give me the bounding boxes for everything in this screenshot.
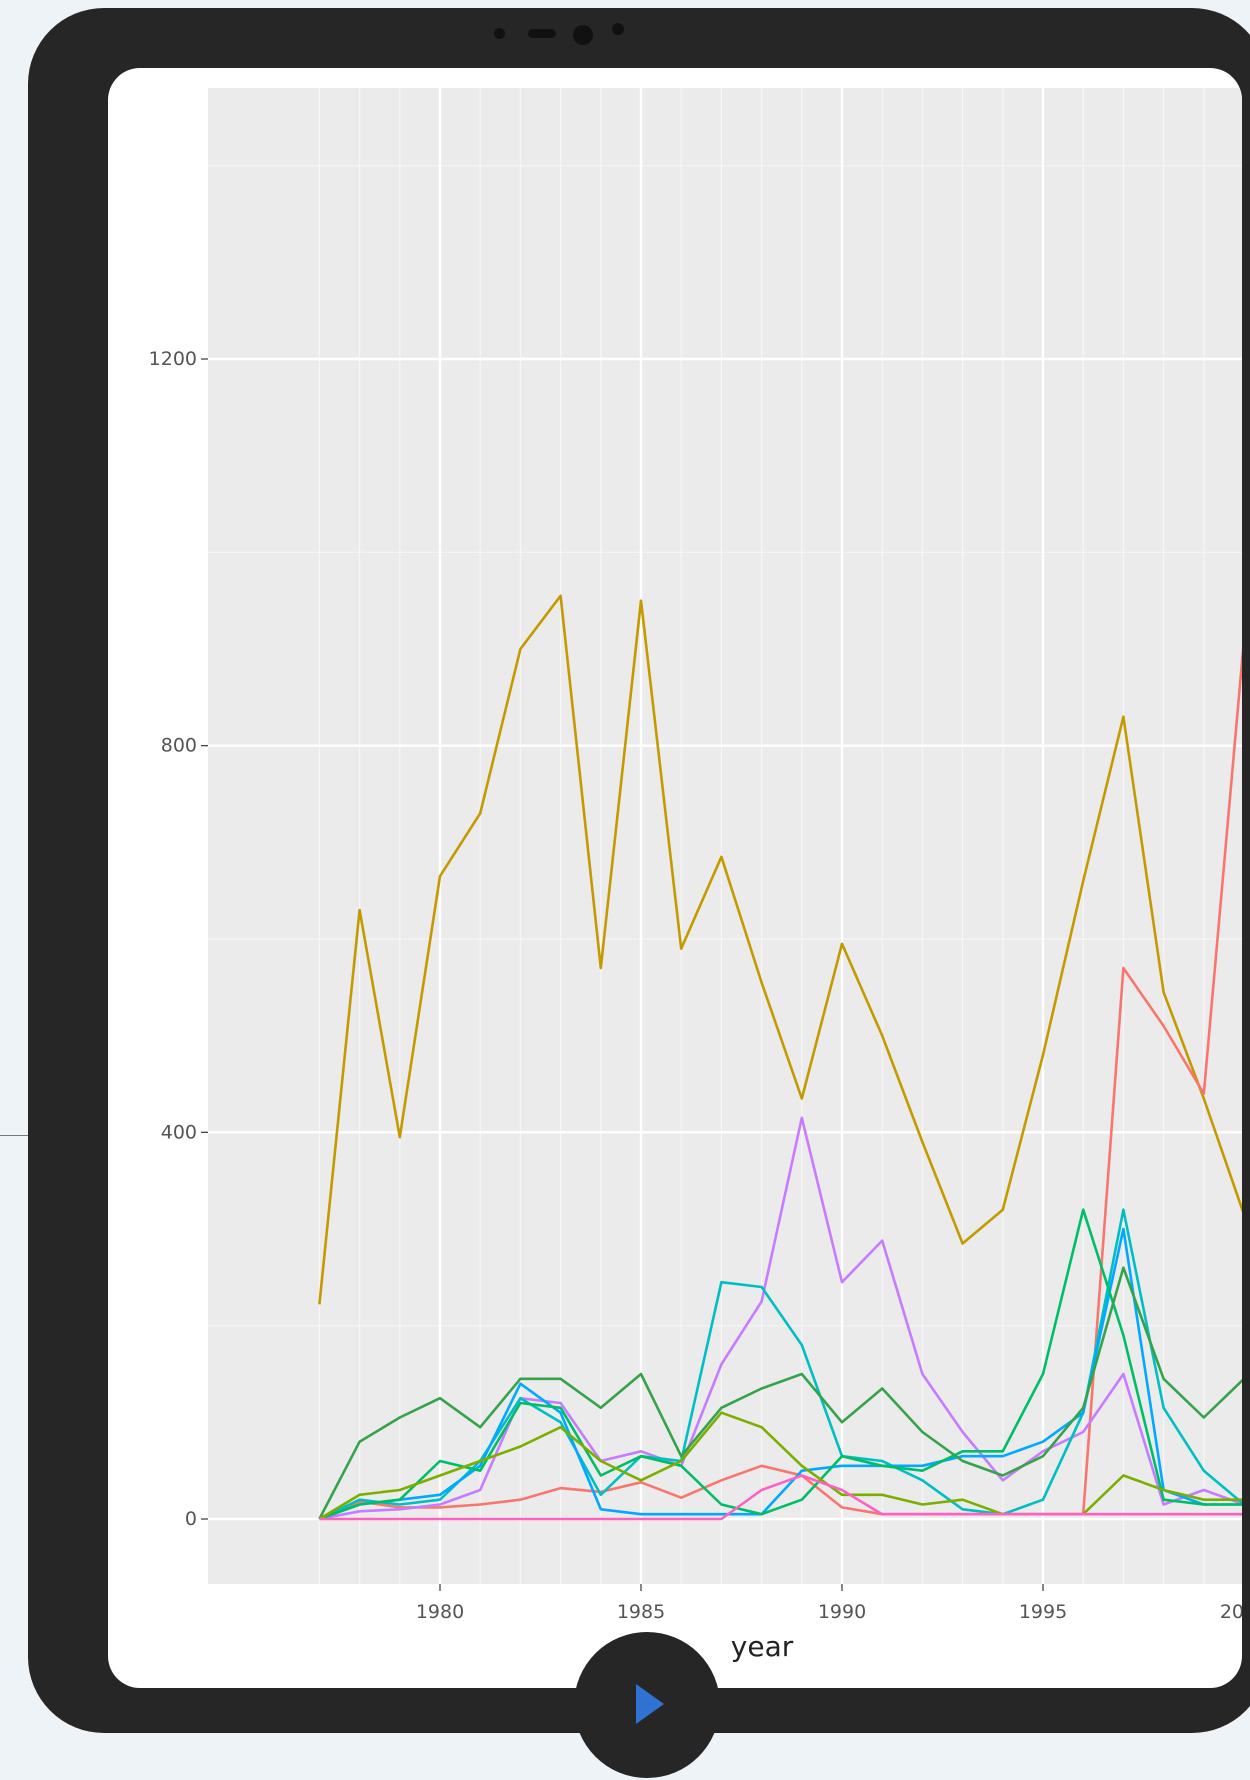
plot-panel: [208, 88, 1242, 1584]
tablet-frame: 0 400 800 1200 1980 1985 1990 1995 2000 year: [28, 8, 1250, 1733]
x-tick-label: 1990: [818, 1601, 866, 1623]
series-line-9: [319, 1474, 1242, 1521]
camera-dot: [612, 23, 624, 35]
x-tick-label: 2000: [1220, 1601, 1242, 1623]
series-line-8: [318, 1411, 1242, 1521]
series-line-5: [318, 1227, 1242, 1521]
y-tick-label: 0: [185, 1508, 197, 1530]
series-line-3: [319, 1116, 1242, 1521]
play-button[interactable]: [574, 1632, 720, 1778]
speaker-slot: [528, 29, 556, 38]
x-tick-label: 1985: [617, 1601, 665, 1623]
series-line-6: [318, 1208, 1242, 1521]
line-chart: 0 400 800 1200 1980 1985 1990 1995 2000 year: [149, 88, 1242, 1663]
y-tick-label: 400: [161, 1121, 197, 1143]
sensor-dot: [494, 28, 505, 39]
y-tick-label: 1200: [149, 348, 197, 370]
play-icon: [636, 1684, 664, 1724]
x-tick-label: 1995: [1019, 1601, 1067, 1623]
series-line-1: [318, 594, 1242, 1305]
series-line-7: [318, 1266, 1242, 1520]
y-tick-label: 800: [161, 735, 197, 757]
side-button: [1120, 12, 1206, 26]
screen: 0 400 800 1200 1980 1985 1990 1995 2000 year: [108, 68, 1242, 1688]
camera-lens: [573, 25, 593, 45]
x-axis-title: year: [731, 1630, 794, 1663]
x-tick-label: 1980: [416, 1601, 464, 1623]
